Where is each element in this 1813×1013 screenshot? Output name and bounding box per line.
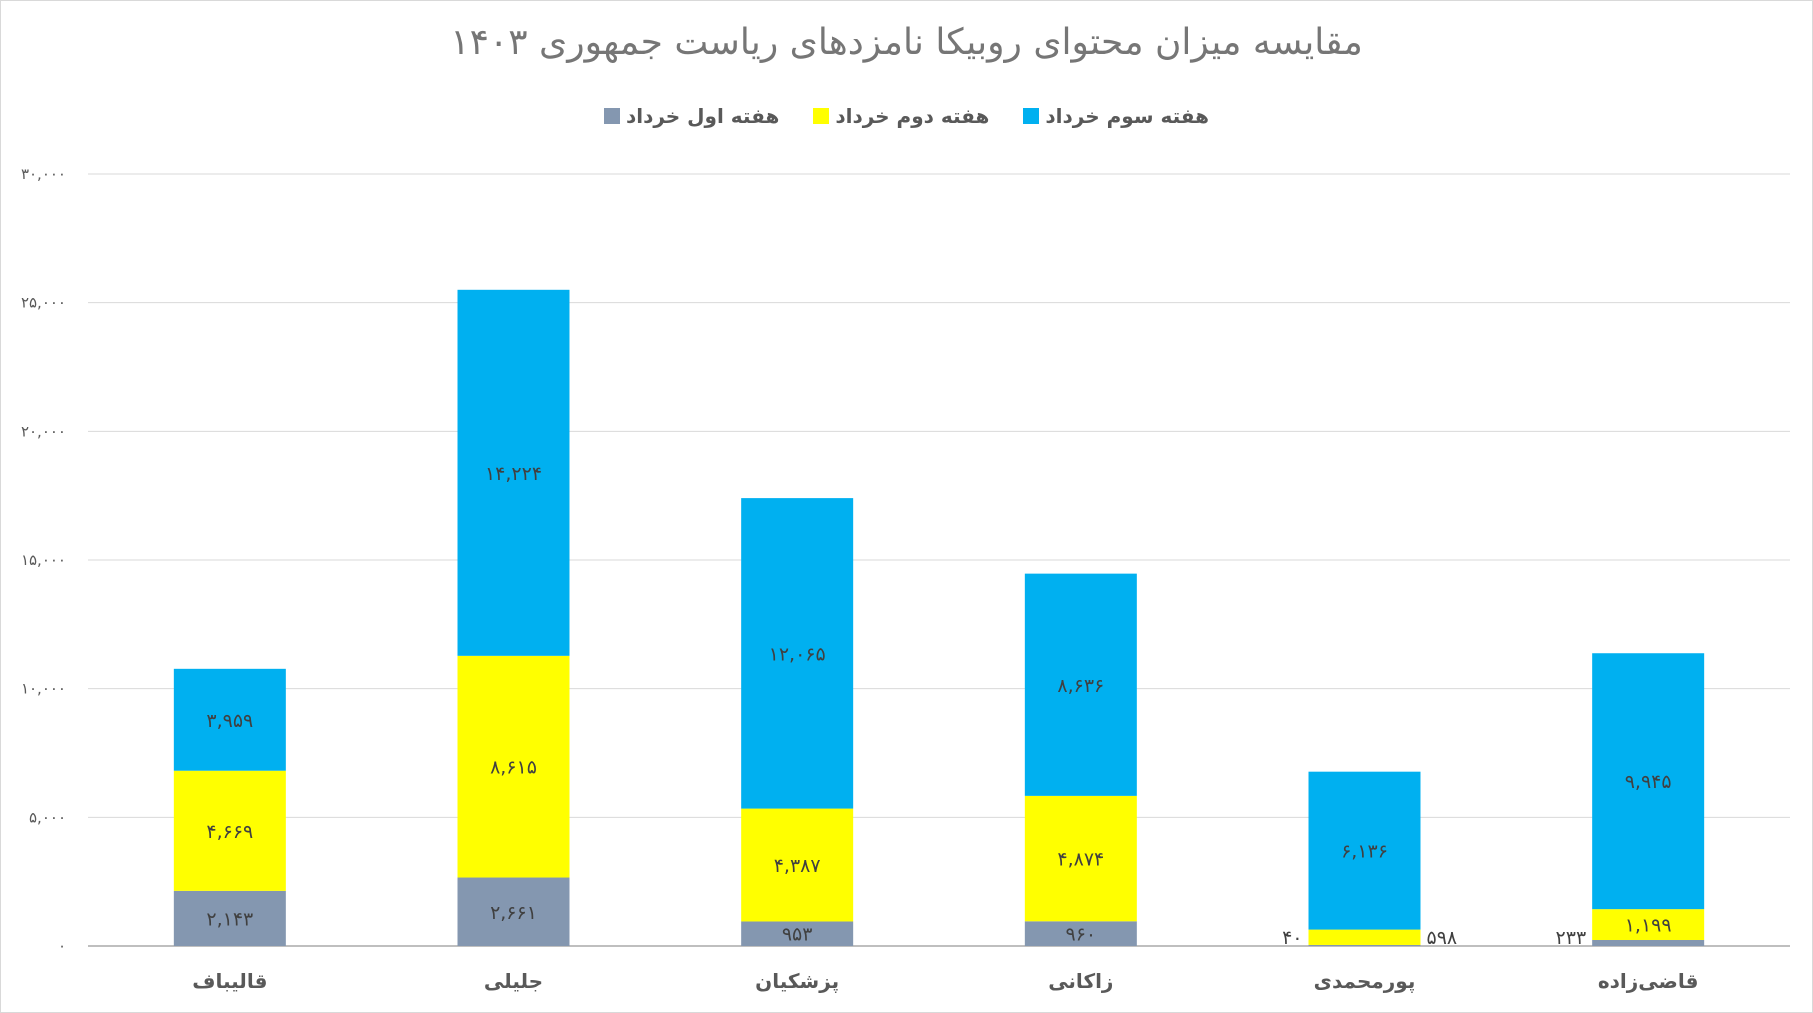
legend-swatch <box>813 108 830 124</box>
legend-label: هفته دوم خرداد <box>835 104 990 128</box>
chart-title: مقایسه میزان محتوای روبیکا نامزدهای ریاس… <box>450 22 1363 63</box>
legend: هفته سوم خرداد هفته دوم خرداد هفته اول خرد… <box>0 104 1813 128</box>
category-label: قالیباف <box>192 969 267 993</box>
data-label: ۱۲,۰۶۵ <box>769 643 826 665</box>
data-label: ۲,۱۴۳ <box>206 908 253 930</box>
bar-segment <box>741 921 854 946</box>
category-label: پزشکیان <box>755 969 839 994</box>
bar-segment <box>173 770 286 891</box>
legend-label: هفته اول خرداد <box>625 104 780 128</box>
y-tick-label: ۰ <box>58 937 66 955</box>
legend-item: هفته سوم خرداد <box>1023 104 1209 128</box>
bar-segment <box>741 808 854 922</box>
data-label: ۴,۸۷۴ <box>1057 849 1104 871</box>
bar-segment <box>457 877 570 946</box>
category-label: زاکانی <box>1048 969 1113 993</box>
bar-segment <box>173 890 286 946</box>
legend-label: هفته سوم خرداد <box>1045 104 1210 128</box>
category-label: قاضی‌زاده <box>1598 969 1699 993</box>
bar-segment <box>1024 921 1137 946</box>
bar-segment <box>173 668 286 771</box>
data-label: ۴۰ <box>1282 927 1302 949</box>
data-label: ۴,۳۸۷ <box>774 855 821 877</box>
y-tick-label: ۵,۰۰۰ <box>29 808 66 826</box>
data-label: ۱,۱۹۹ <box>1625 915 1672 937</box>
y-tick-label: ۳۰,۰۰۰ <box>21 165 66 183</box>
data-label: ۴,۶۶۹ <box>206 821 253 843</box>
bar-segment <box>1592 653 1705 910</box>
data-label: ۸,۶۱۵ <box>490 757 537 779</box>
bar-segment <box>1592 909 1705 941</box>
category-label: پورمحمدی <box>1314 969 1416 994</box>
data-label: ۹۶۰ <box>1066 924 1097 946</box>
bar-segment <box>1024 573 1137 796</box>
bar-segment <box>1308 771 1421 930</box>
bar-segment <box>741 498 854 809</box>
category-label: جلیلی <box>484 969 543 993</box>
legend-item: هفته دوم خرداد <box>813 104 989 128</box>
y-tick-label: ۱۰,۰۰۰ <box>21 680 66 698</box>
data-label: ۹۵۳ <box>782 924 813 946</box>
legend-item: هفته اول خرداد <box>603 104 780 128</box>
data-label: ۸,۶۳۶ <box>1057 675 1104 697</box>
y-tick-label: ۲۵,۰۰۰ <box>21 294 66 312</box>
legend-swatch <box>1023 108 1040 124</box>
data-label: ۶,۱۳۶ <box>1341 841 1388 863</box>
legend-swatch <box>603 108 620 124</box>
bar-segment <box>457 289 570 656</box>
data-label: ۵۹۸ <box>1427 927 1458 949</box>
bar-segment <box>1308 929 1421 945</box>
y-tick-label: ۲۰,۰۰۰ <box>21 422 66 440</box>
bar-segment <box>1024 795 1137 922</box>
y-tick-label: ۱۵,۰۰۰ <box>21 551 66 569</box>
bar-segment <box>1308 944 1421 946</box>
bar-segment <box>457 655 570 878</box>
data-label: ۱۴,۲۲۴ <box>485 463 542 485</box>
data-label: ۲,۶۶۱ <box>490 902 537 924</box>
data-label: ۹,۹۴۵ <box>1625 771 1672 793</box>
data-label: ۳,۹۵۹ <box>206 710 253 732</box>
bar-segment <box>1592 940 1705 946</box>
data-label: ۲۳۳ <box>1556 927 1587 949</box>
